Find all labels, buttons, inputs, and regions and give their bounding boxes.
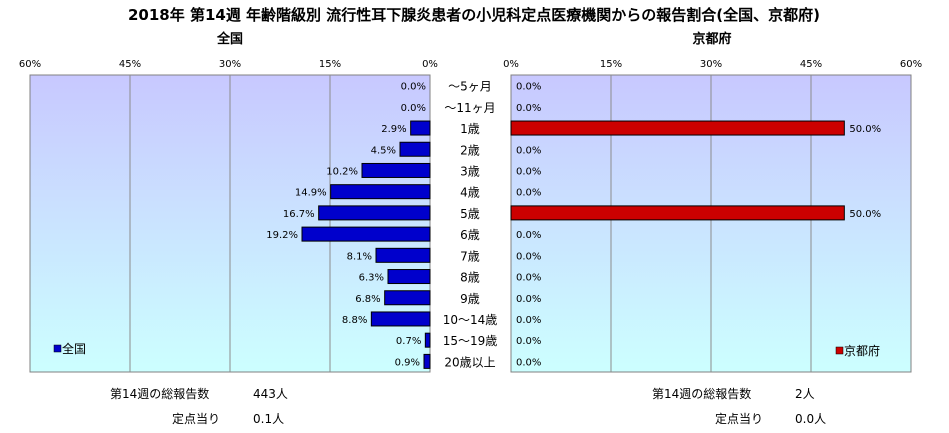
national-bar-value-label: 4.5% xyxy=(371,145,396,156)
national-bar-value-label: 0.0% xyxy=(401,103,426,114)
national-bar-value-label: 19.2% xyxy=(266,230,298,241)
kyoto-bar-value-label: 0.0% xyxy=(516,336,541,347)
kyoto-tick-label: 15% xyxy=(600,59,622,70)
national-bar xyxy=(424,332,431,348)
age-category-label: 1歳 xyxy=(460,122,480,136)
national-bar xyxy=(375,247,431,263)
national-bar-value-label: 6.8% xyxy=(355,294,380,305)
age-category-label: 3歳 xyxy=(460,164,480,178)
national-bar-value-label: 14.9% xyxy=(295,188,327,199)
national-total-value: 443人 xyxy=(253,387,288,401)
national-bar-value-label: 0.0% xyxy=(401,82,426,93)
age-category-label: 7歳 xyxy=(460,249,480,263)
age-category-label: 2歳 xyxy=(460,143,480,157)
age-category-label: 20歳以上 xyxy=(444,355,495,369)
kyoto-total-value: 2人 xyxy=(795,387,815,401)
age-category-label: ～11ヶ月 xyxy=(444,101,495,115)
kyoto-tick-label: 45% xyxy=(800,59,822,70)
national-bar xyxy=(399,141,431,157)
national-tick-label: 15% xyxy=(319,59,341,70)
kyoto-total-label: 第14週の総報告数 xyxy=(652,386,751,401)
kyoto-tick-label: 30% xyxy=(700,59,722,70)
kyoto-bar-value-label: 50.0% xyxy=(849,124,881,135)
national-bar xyxy=(318,205,431,221)
national-per-site-value: 0.1人 xyxy=(253,412,284,426)
national-bar-value-label: 0.9% xyxy=(395,357,420,368)
national-bar xyxy=(301,226,431,242)
kyoto-bar-value-label: 0.0% xyxy=(516,315,541,326)
kyoto-bar-value-label: 0.0% xyxy=(516,273,541,284)
kyoto-legend-swatch xyxy=(835,346,844,355)
national-tick-label: 0% xyxy=(422,59,438,70)
kyoto-bar-value-label: 0.0% xyxy=(516,230,541,241)
national-bar xyxy=(370,311,431,327)
national-bar xyxy=(330,184,431,200)
national-bar xyxy=(384,290,431,306)
national-bar xyxy=(410,120,431,136)
national-legend-label: 全国 xyxy=(62,341,86,356)
age-category-label: 10～14歳 xyxy=(443,313,498,327)
national-legend-swatch xyxy=(53,344,62,353)
national-bar xyxy=(423,353,431,369)
age-category-label: 8歳 xyxy=(460,271,480,285)
national-bar-value-label: 8.8% xyxy=(342,315,367,326)
kyoto-panel-title: 京都府 xyxy=(692,31,731,47)
national-bar xyxy=(361,162,431,178)
national-total-label: 第14週の総報告数 xyxy=(110,386,209,401)
national-tick-label: 30% xyxy=(219,59,241,70)
national-bar-value-label: 16.7% xyxy=(283,209,315,220)
national-bar-value-label: 8.1% xyxy=(347,251,372,262)
kyoto-bar-value-label: 0.0% xyxy=(516,294,541,305)
national-panel-title: 全国 xyxy=(216,31,243,47)
kyoto-bar xyxy=(510,120,845,136)
national-tick-label: 60% xyxy=(19,59,41,70)
kyoto-bar-value-label: 50.0% xyxy=(849,209,881,220)
age-category-label: 5歳 xyxy=(460,207,480,221)
kyoto-tick-label: 60% xyxy=(900,59,922,70)
national-per-site-label: 定点当り xyxy=(172,411,220,426)
age-category-label: 9歳 xyxy=(460,292,480,306)
kyoto-tick-label: 0% xyxy=(503,59,519,70)
national-bar xyxy=(387,269,431,285)
age-category-label: 6歳 xyxy=(460,228,480,242)
kyoto-bar xyxy=(510,205,845,221)
kyoto-bar-value-label: 0.0% xyxy=(516,103,541,114)
kyoto-per-site-label: 定点当り xyxy=(715,411,763,426)
kyoto-bar-value-label: 0.0% xyxy=(516,166,541,177)
age-category-label: ～5ヶ月 xyxy=(448,80,492,94)
age-category-label: 15～19歳 xyxy=(443,334,498,348)
national-bar-value-label: 6.3% xyxy=(359,273,384,284)
age-category-label: 4歳 xyxy=(460,186,480,200)
chart-title: 2018年 第14週 年齢階級別 流行性耳下腺炎患者の小児科定点医療機関からの報… xyxy=(128,6,820,24)
kyoto-bar-value-label: 0.0% xyxy=(516,188,541,199)
kyoto-bar-value-label: 0.0% xyxy=(516,145,541,156)
national-tick-label: 45% xyxy=(119,59,141,70)
national-bar-value-label: 2.9% xyxy=(381,124,406,135)
national-bar-value-label: 10.2% xyxy=(326,166,358,177)
kyoto-bar-value-label: 0.0% xyxy=(516,357,541,368)
kyoto-per-site-value: 0.0人 xyxy=(795,412,826,426)
national-bar-value-label: 0.7% xyxy=(396,336,421,347)
kyoto-bar-value-label: 0.0% xyxy=(516,82,541,93)
kyoto-bar-value-label: 0.0% xyxy=(516,251,541,262)
kyoto-legend-label: 京都府 xyxy=(844,343,880,358)
